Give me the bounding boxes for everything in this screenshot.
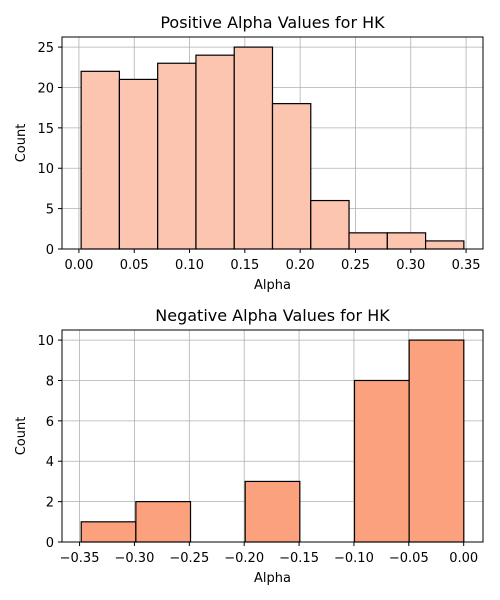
histogram-bar: [157, 62, 197, 250]
histogram-bar: [244, 480, 301, 543]
y-axis-label: Count: [14, 124, 29, 163]
histogram-bar: [310, 199, 350, 250]
x-tick-label: −0.35: [60, 551, 100, 566]
y-tick-label: 2: [46, 496, 54, 511]
histogram-bar: [408, 339, 465, 543]
chart-title: Positive Alpha Values for HK: [160, 13, 385, 32]
x-tick-label: −0.15: [279, 551, 319, 566]
histogram-bar: [80, 70, 121, 250]
histogram-bar: [80, 521, 137, 543]
histogram-bar: [353, 379, 410, 543]
axes-frame: [61, 329, 484, 543]
tick-marks: 0.00 0.05 0.10 0.15 0.20 0.25 0.30 0.35 0 5 10 15 20…: [37, 41, 480, 273]
bars: [80, 46, 465, 250]
x-tick-label: 0.15: [230, 258, 259, 273]
histogram-bar: [118, 78, 159, 250]
chart-title: Negative Alpha Values for HK: [155, 306, 390, 325]
y-tick-label: 0: [46, 536, 54, 551]
x-axis-label: Alpha: [254, 571, 291, 586]
y-tick-label: 4: [46, 455, 54, 470]
x-tick-label: 0.00: [64, 258, 93, 273]
x-tick-label: 0.30: [396, 258, 425, 273]
histogram-bar: [195, 54, 235, 250]
y-tick-label: 10: [37, 162, 54, 177]
y-tick-label: 15: [37, 122, 54, 137]
bars: [80, 339, 465, 543]
x-tick-label: 0.20: [286, 258, 315, 273]
y-tick-label: 20: [37, 81, 54, 96]
x-tick-label: −0.25: [169, 551, 209, 566]
y-tick-label: 8: [46, 374, 54, 389]
x-axis-label: Alpha: [254, 278, 291, 293]
x-tick-label: −0.10: [334, 551, 374, 566]
x-tick-label: −0.05: [389, 551, 429, 566]
tick-marks: −0.35 −0.30 −0.25 −0.20 −0.15 −0.10 −0.05 0.00 0…: [37, 334, 478, 566]
y-tick-label: 5: [46, 203, 54, 218]
y-tick-label: 0: [46, 243, 54, 258]
histogram-bar: [271, 103, 312, 250]
positive-alpha-histogram: 0.00 0.05 0.10 0.15 0.20 0.25 0.30 0.35 0 5 10 15 20…: [14, 13, 484, 293]
y-tick-label: 10: [37, 334, 54, 349]
negative-alpha-histogram: −0.35 −0.30 −0.25 −0.20 −0.15 −0.10 −0.05 0.00 0…: [14, 306, 484, 586]
histogram-bar: [233, 46, 274, 250]
histogram-bar: [424, 240, 465, 250]
x-tick-label: 0.25: [341, 258, 370, 273]
histogram-bar: [348, 232, 388, 250]
x-tick-label: 0.35: [452, 258, 481, 273]
y-tick-label: 6: [46, 415, 54, 430]
histogram-bar: [135, 501, 192, 543]
axes-frame: [61, 36, 484, 250]
x-tick-label: 0.00: [449, 551, 478, 566]
y-axis-label: Count: [14, 417, 29, 456]
x-tick-label: −0.20: [224, 551, 264, 566]
x-tick-label: 0.05: [120, 258, 149, 273]
x-tick-label: 0.10: [175, 258, 204, 273]
x-tick-label: −0.30: [115, 551, 155, 566]
histogram-bar: [386, 232, 427, 250]
y-tick-label: 25: [37, 41, 54, 56]
